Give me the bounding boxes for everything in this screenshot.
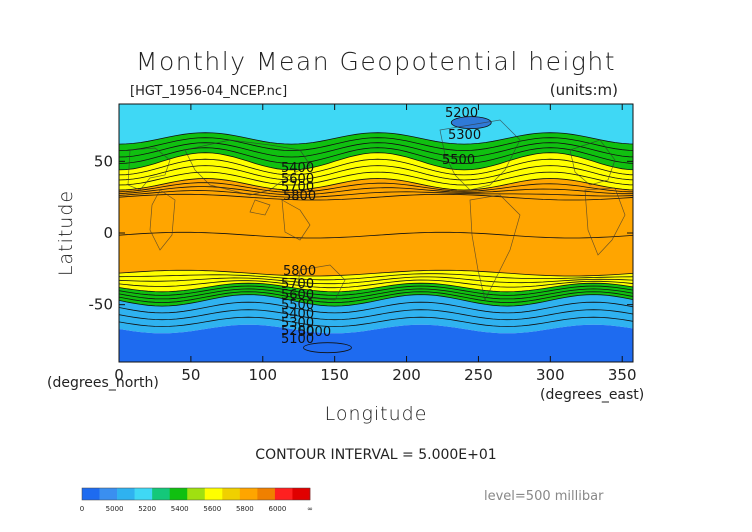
- plot-area: 5200 5300 5500 5400 5600 5700 5800 5800 …: [119, 104, 633, 362]
- colorbar-swatch: [292, 488, 311, 500]
- y-tick-label: -50: [89, 296, 114, 314]
- polar-low-contour: [303, 342, 352, 354]
- contour-line: [119, 316, 633, 327]
- colorbar-swatch: [169, 488, 188, 500]
- contour-fill-band: [119, 324, 633, 362]
- contour-label: 5800: [283, 189, 316, 204]
- contour-label: 5200: [281, 324, 314, 339]
- contour-line: [119, 186, 633, 196]
- colorbar-swatch: [134, 488, 153, 500]
- contour-line: [119, 309, 633, 321]
- x-tick-label: 150: [320, 366, 349, 384]
- contour-label: 5200: [445, 106, 478, 121]
- units-label: (units:m): [550, 81, 618, 99]
- contour-label: 5600: [281, 172, 314, 187]
- contour-fill-band: [119, 294, 633, 334]
- colorbar-tick-label: 0: [80, 505, 84, 513]
- contour-line: [119, 282, 633, 293]
- contour-line: [119, 147, 633, 164]
- colorbar-swatch: [204, 488, 223, 500]
- contour-line: [119, 279, 633, 289]
- x-tick-label: 250: [464, 366, 493, 384]
- contour-line: [119, 178, 633, 191]
- continent-outlines: [127, 119, 626, 302]
- y-unit-label: (degrees_north): [47, 375, 159, 391]
- colorbar-tick-label: 5000: [106, 505, 124, 513]
- colorbar-tick-label: 5600: [203, 505, 221, 513]
- colorbar-frame: [81, 487, 311, 501]
- x-axis-title: Longitude: [325, 403, 428, 425]
- contour-line: [119, 285, 633, 296]
- chart-title: Monthly Mean Geopotential height: [136, 47, 616, 76]
- contour-line: [119, 152, 633, 171]
- polar-low-contour: [450, 116, 492, 130]
- contour-line: [119, 301, 633, 314]
- x-axis: 0 50 100 150 200 250 300 350: [114, 104, 637, 384]
- contour-fill-band: [119, 152, 633, 190]
- colorbar-tick-label: 5400: [171, 505, 189, 513]
- colorbar-tick-label: 6000: [269, 505, 287, 513]
- contour-line: [119, 276, 633, 285]
- colorbar-tick-label: 5200: [138, 505, 156, 513]
- contour-label: 5000: [298, 325, 331, 340]
- colorbar: 0 5000 5200 5400 5600 5800 6000 ∞: [80, 487, 313, 513]
- contour-label: 5300: [281, 316, 314, 331]
- contour-label: 5800: [283, 264, 316, 279]
- contour-line: [119, 158, 633, 176]
- contour-label: 5400: [281, 161, 314, 176]
- contour-fill-band: [119, 104, 633, 145]
- x-tick-label: 300: [536, 366, 565, 384]
- contour-label: 5500: [442, 153, 475, 168]
- contour-line: [119, 171, 633, 186]
- contour-line: [119, 190, 633, 198]
- contour-line: [119, 132, 633, 145]
- colorbar-swatch: [257, 488, 276, 500]
- contour-line: [119, 193, 633, 201]
- contour-label: 5300: [448, 128, 481, 143]
- x-tick-label: 350: [608, 366, 637, 384]
- contour-label: 5700: [281, 180, 314, 195]
- contour-label: 5400: [281, 307, 314, 322]
- contour-line: [119, 231, 633, 239]
- level-text: level=500 millibar: [484, 489, 604, 504]
- colorbar-tick-label: 5800: [236, 505, 254, 513]
- colorbar-swatch: [117, 488, 135, 500]
- contour-line: [119, 142, 633, 158]
- contour-line: [119, 269, 633, 277]
- colorbar-swatch: [187, 488, 206, 500]
- y-axis-title: Latitude: [55, 190, 77, 276]
- contour-line: [119, 294, 633, 307]
- contour-line: [119, 291, 633, 303]
- x-unit-label: (degrees_east): [540, 387, 644, 403]
- contour-line: [119, 288, 633, 300]
- contour-label: 5600: [281, 288, 314, 303]
- x-tick-label: 200: [392, 366, 421, 384]
- contour-label: 5700: [281, 277, 314, 292]
- contour-line: [119, 137, 633, 152]
- contour-line: [119, 273, 633, 281]
- y-tick-label: 50: [94, 152, 113, 170]
- colorbar-swatch: [99, 488, 118, 500]
- contour-labels: 5200 5300 5500 5400 5600 5700 5800 5800 …: [281, 106, 481, 347]
- colorbar-swatch: [222, 488, 241, 500]
- contour-label: 5500: [281, 298, 314, 313]
- y-tick-label: 0: [103, 224, 113, 242]
- contour-lines: [119, 116, 633, 354]
- colorbar-swatch: [152, 488, 170, 500]
- contour-line: [119, 182, 633, 193]
- x-tick-label: 50: [181, 366, 200, 384]
- colorbar-swatch: [82, 488, 100, 500]
- y-axis: 50 0 -50: [89, 152, 633, 314]
- colorbar-swatch: [239, 488, 258, 500]
- contour-label: 5100: [281, 332, 314, 347]
- file-label: [HGT_1956-04_NCEP.nc]: [130, 84, 287, 99]
- colorbar-tick-label: ∞: [307, 505, 313, 513]
- contour-interval-text: CONTOUR INTERVAL = 5.000E+01: [255, 447, 496, 463]
- colorbar-swatch: [274, 488, 293, 500]
- x-tick-label: 100: [248, 366, 277, 384]
- x-tick-label: 0: [114, 366, 124, 384]
- contour-line: [119, 165, 633, 181]
